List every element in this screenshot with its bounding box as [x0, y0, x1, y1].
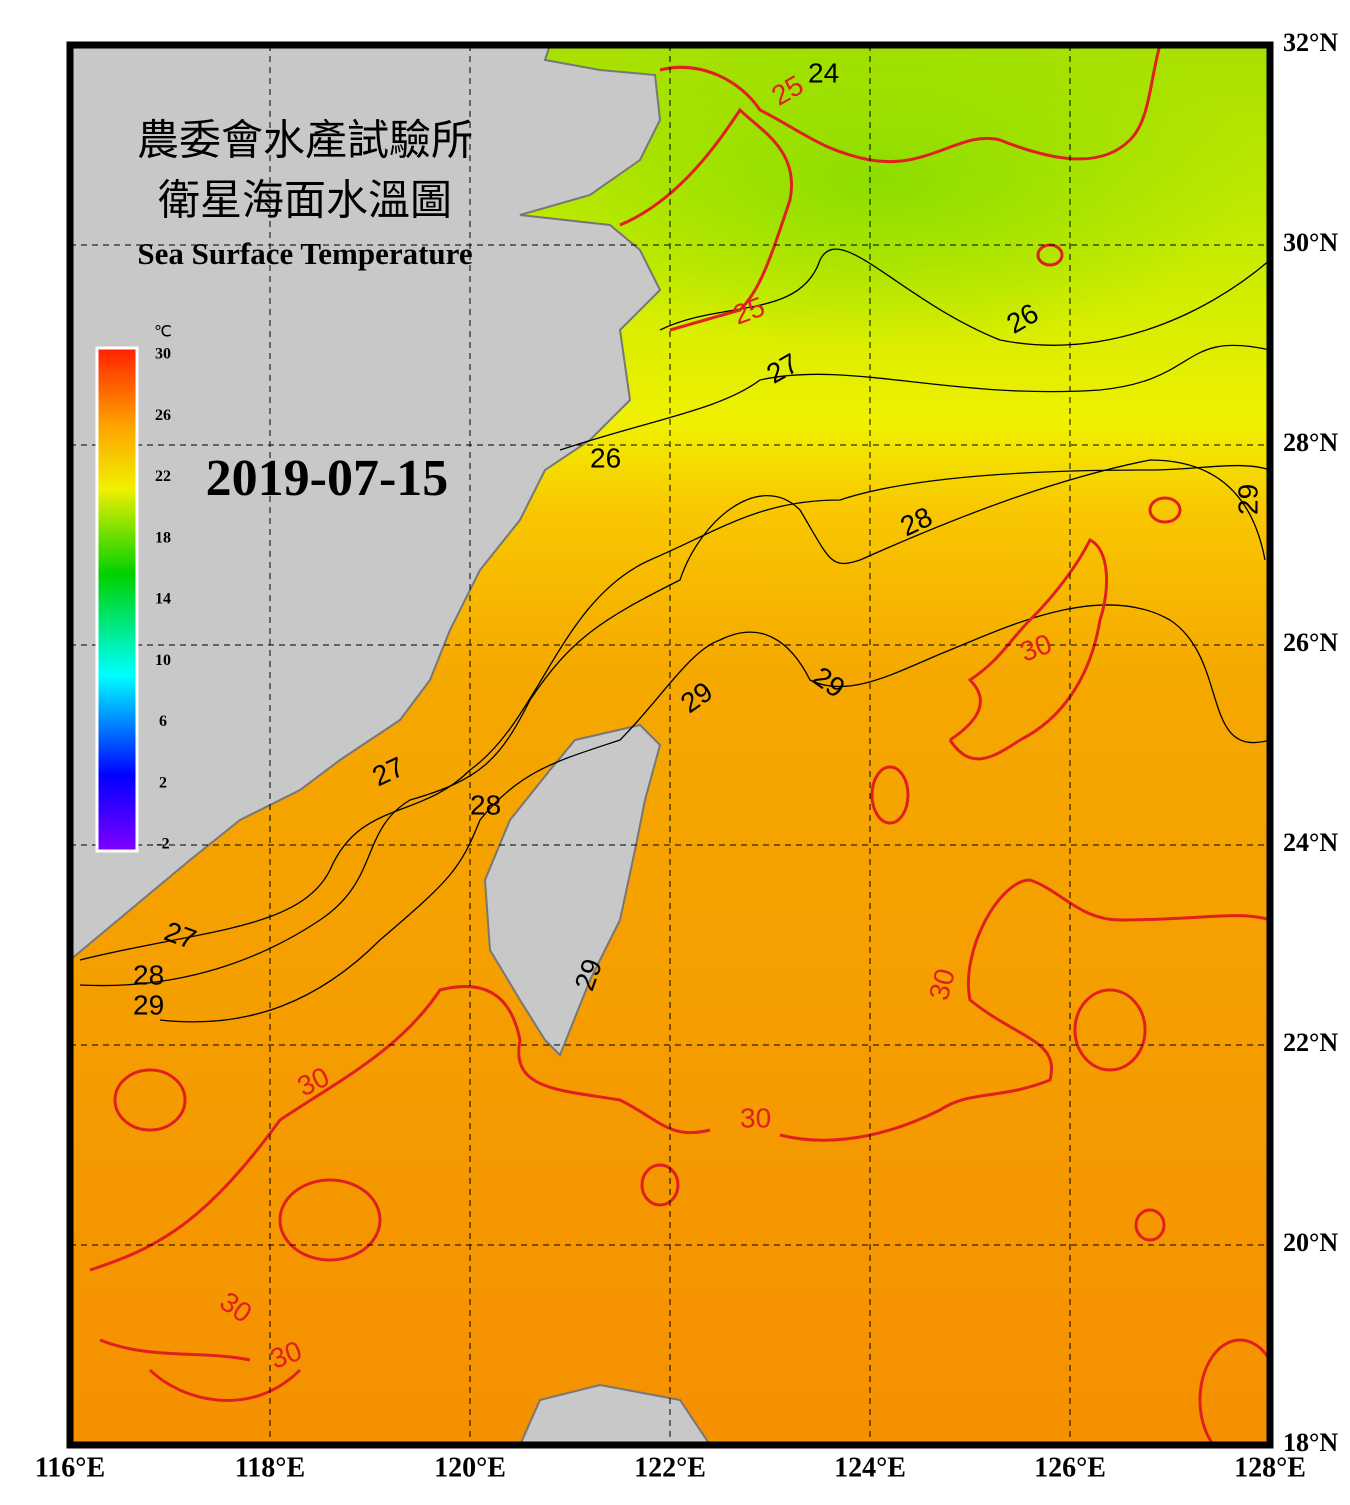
- subtitle: Sea Surface Temperature: [137, 236, 472, 271]
- colorbar-tick-label: 2: [159, 774, 167, 791]
- y-tick-label: 18°N: [1283, 1428, 1338, 1457]
- x-tick-label: 122°E: [634, 1452, 706, 1483]
- contour-label: 24: [808, 57, 839, 88]
- taiwan: [483, 723, 662, 1057]
- y-tick-label: 30°N: [1283, 228, 1338, 257]
- cool-water: [500, 45, 1260, 350]
- y-tick-label: 26°N: [1283, 628, 1338, 657]
- colorbar-tick-label: 14: [155, 591, 171, 608]
- colorbar-tick-label: 18: [155, 529, 171, 546]
- red-contours: [89, 45, 1270, 1445]
- contour-label: 28: [470, 789, 501, 820]
- contour-label: 29: [133, 989, 164, 1020]
- x-tick-label: 124°E: [834, 1452, 906, 1483]
- colorbar: [95, 346, 139, 853]
- contour-label: 29: [1232, 484, 1263, 515]
- colorbar-tick-label: 26: [155, 407, 171, 424]
- x-tick-label: 118°E: [235, 1452, 305, 1483]
- contour-label: 28: [133, 959, 164, 990]
- title-line: 衛星海面水溫圖: [158, 179, 452, 225]
- contour-label: 26: [590, 442, 621, 473]
- colorbar-unit: ℃: [154, 324, 172, 341]
- x-tick-label: 120°E: [434, 1452, 506, 1483]
- black-contours: [79, 248, 1270, 1023]
- date: 2019-07-15: [206, 450, 449, 507]
- y-tick-label: 32°N: [1283, 28, 1338, 57]
- map-frame: [66, 41, 1274, 1449]
- hainan: [518, 1383, 712, 1445]
- y-tick-label: 28°N: [1283, 428, 1338, 457]
- x-tick-label: 116°E: [35, 1452, 105, 1483]
- colorbar-tick-label: 10: [155, 652, 171, 669]
- title-line: 農委會水產試驗所: [137, 118, 473, 165]
- colorbar-tick-label: 22: [155, 468, 171, 485]
- colorbar-tick-label: 30: [155, 346, 171, 363]
- axis-labels: 116°E 118°E 120°E 122°E 124°E 126°E 128°E18°N 2…: [35, 28, 1339, 1483]
- colorbar-tick-label: 6: [159, 713, 167, 730]
- colorbar-ticks: 30 26 22 18 14 10 6 2 -2: [155, 346, 171, 853]
- y-tick-label: 24°N: [1283, 828, 1338, 857]
- map-body: 24 25 25 26 26 27 27 27 28 28 28 29 29 2…: [70, 45, 1270, 1445]
- y-tick-label: 20°N: [1283, 1228, 1338, 1257]
- contour-label: 30: [740, 1102, 771, 1133]
- colorbar-tick-label: -2: [156, 836, 169, 853]
- y-tick-label: 22°N: [1283, 1028, 1338, 1057]
- x-tick-label: 126°E: [1034, 1452, 1106, 1483]
- graticule: [70, 45, 1270, 1445]
- x-tick-label: 128°E: [1234, 1452, 1306, 1483]
